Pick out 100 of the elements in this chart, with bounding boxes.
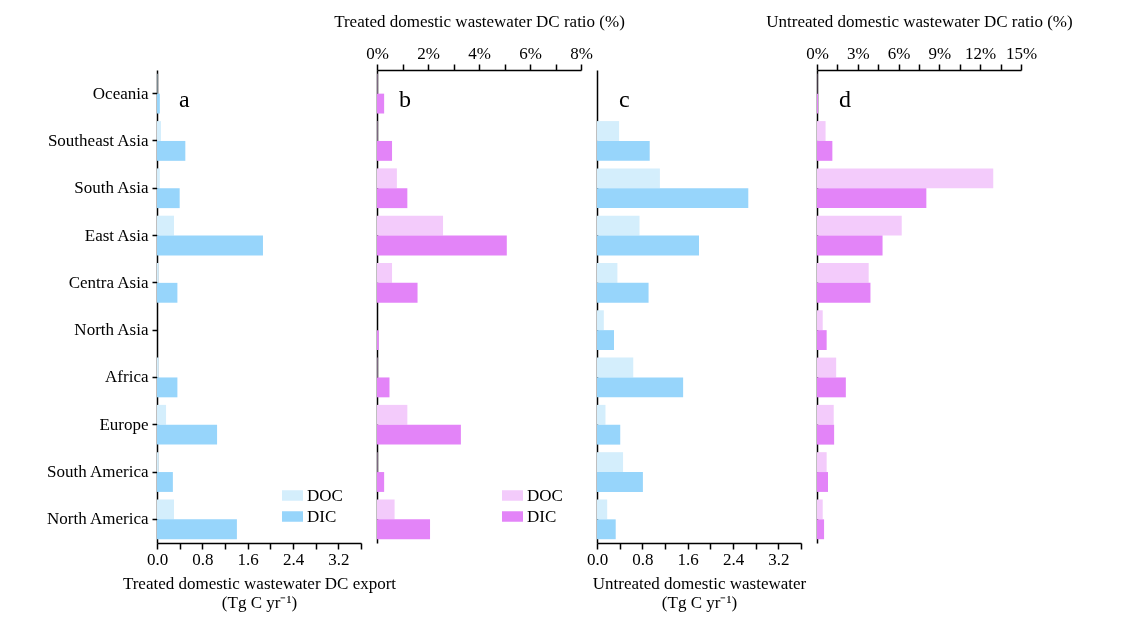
bar xyxy=(377,404,408,425)
bar xyxy=(597,235,699,256)
bar xyxy=(817,282,871,303)
x2-tick-label: 12% xyxy=(965,43,997,63)
bar xyxy=(817,404,834,425)
bar xyxy=(817,330,827,351)
y-tick-label: Southeast Asia xyxy=(47,130,149,150)
bar xyxy=(377,262,393,283)
bar xyxy=(157,282,178,303)
x-tick-label: 1.6 xyxy=(237,549,259,569)
bar xyxy=(157,377,178,398)
bar xyxy=(157,499,174,520)
bar xyxy=(377,499,395,520)
bar xyxy=(817,262,869,283)
bar xyxy=(817,310,823,331)
bar xyxy=(377,519,431,540)
x2-tick-label: 0% xyxy=(366,43,389,63)
bar xyxy=(817,377,846,398)
x-tick-label: 0.8 xyxy=(632,549,654,569)
bar xyxy=(157,140,186,161)
bar xyxy=(597,519,616,540)
bar xyxy=(157,121,161,141)
bar xyxy=(597,188,749,209)
bar xyxy=(377,424,461,445)
bar xyxy=(817,235,883,256)
x2-axis-title: Untreated domestic wastewater DC ratio (%) xyxy=(766,11,1073,31)
y-tick-label: North Asia xyxy=(74,320,149,340)
legend-label: DOC xyxy=(307,485,343,505)
legend-label: DIC xyxy=(307,506,337,526)
x2-tick-label: 15% xyxy=(1005,43,1038,63)
bar xyxy=(817,121,826,141)
y-tick-label: Centra Asia xyxy=(68,272,149,292)
annotation: d xyxy=(839,86,851,112)
y-tick-label: South America xyxy=(46,462,149,482)
bar xyxy=(817,168,994,189)
y-tick-label: Africa xyxy=(105,367,149,387)
bar xyxy=(377,93,385,114)
x-tick-label: 2.4 xyxy=(282,549,305,569)
bar xyxy=(597,215,640,236)
annotation: c xyxy=(619,86,630,112)
x-tick-label: 3.2 xyxy=(328,549,350,569)
bar xyxy=(157,168,160,189)
x2-tick-label: 3% xyxy=(846,43,870,63)
bar xyxy=(597,262,618,283)
bar xyxy=(157,215,174,236)
bar xyxy=(817,215,902,236)
bar xyxy=(597,330,614,351)
bar xyxy=(597,282,649,303)
bar xyxy=(597,404,606,425)
bar xyxy=(157,424,218,445)
bar xyxy=(157,472,173,492)
x-tick-label: 0.0 xyxy=(586,549,609,569)
bar xyxy=(597,472,643,492)
bar xyxy=(377,235,507,256)
x-axis-title: Treated domestic wastewater DC export (Tg C yr⁻¹) xyxy=(122,573,397,612)
x2-tick-label: 2% xyxy=(417,43,440,63)
bar xyxy=(157,235,263,256)
bar xyxy=(597,121,620,141)
x-tick-label: 0.8 xyxy=(192,549,214,569)
bar xyxy=(157,93,160,114)
x2-tick-label: 4% xyxy=(468,43,491,63)
x2-tick-label: 8% xyxy=(570,43,593,63)
y-tick-label: Oceania xyxy=(92,83,149,103)
bar xyxy=(597,357,634,378)
bar xyxy=(597,424,621,445)
annotation: b xyxy=(399,86,411,112)
bar xyxy=(817,357,837,378)
x-tick-label: 0.0 xyxy=(146,549,169,569)
bar xyxy=(597,377,684,398)
bar xyxy=(597,499,608,520)
x-tick-label: 2.4 xyxy=(722,549,745,569)
annotation: a xyxy=(179,86,190,112)
x2-tick-label: 6% xyxy=(887,43,911,63)
y-tick-label: East Asia xyxy=(84,225,149,245)
bar xyxy=(817,188,927,209)
bar xyxy=(157,519,237,540)
bar xyxy=(377,215,444,236)
legend-label: DIC xyxy=(527,506,557,526)
bar xyxy=(377,168,397,189)
y-tick-label: South Asia xyxy=(74,178,149,198)
bar xyxy=(817,519,825,540)
bar xyxy=(157,404,167,425)
y-tick-label: North America xyxy=(47,509,149,529)
bar xyxy=(157,188,180,209)
bar xyxy=(817,452,827,473)
x2-tick-label: 0% xyxy=(806,43,829,63)
bar xyxy=(377,377,390,398)
bar xyxy=(817,140,833,161)
legend-label: DOC xyxy=(527,485,563,505)
bar xyxy=(377,282,418,303)
bar xyxy=(817,499,823,520)
bar xyxy=(597,140,650,161)
bar xyxy=(597,310,604,331)
bar xyxy=(817,424,835,445)
x2-axis-title: Treated domestic wastewater DC ratio (%) xyxy=(334,11,625,31)
x-axis-title: Untreated domestic wastewater (Tg C yr⁻¹) xyxy=(592,573,807,612)
x2-tick-label: 6% xyxy=(519,43,542,63)
bar xyxy=(817,472,829,492)
x2-tick-label: 9% xyxy=(928,43,952,63)
bar xyxy=(597,452,624,473)
